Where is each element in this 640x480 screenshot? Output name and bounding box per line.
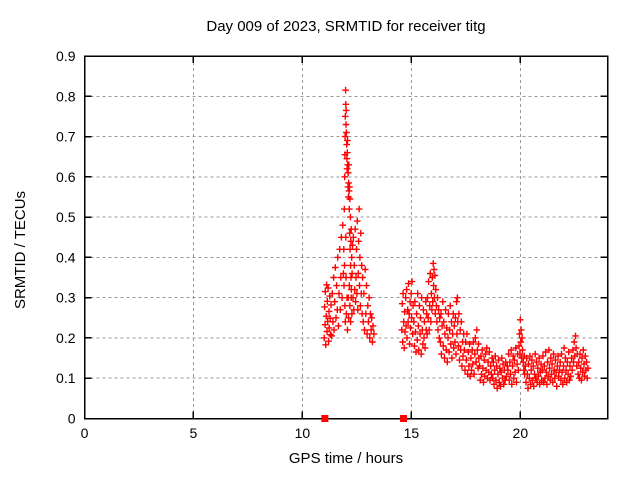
y-tick-label: 0.5 bbox=[56, 209, 76, 225]
x-tick-labels: 0 5 10 15 20 bbox=[81, 425, 529, 441]
x-tick-label: 5 bbox=[190, 425, 198, 441]
y-tick-label: 0 bbox=[68, 411, 76, 427]
gap-markers bbox=[321, 415, 408, 422]
chart-title: Day 009 of 2023, SRMTID for receiver tit… bbox=[206, 18, 485, 35]
y-tick-label: 0.7 bbox=[56, 129, 76, 145]
x-axis-label: GPS time / hours bbox=[289, 450, 403, 467]
data-points bbox=[320, 86, 592, 392]
y-tick-label: 0.2 bbox=[56, 330, 76, 346]
y-tick-label: 0.8 bbox=[56, 88, 76, 104]
y-tick-labels: 0 0.1 0.2 0.3 0.4 0.5 0.6 0.7 0.8 0.9 bbox=[56, 48, 76, 427]
gap-marker-square bbox=[321, 415, 329, 422]
plot-border bbox=[83, 55, 609, 420]
x-tick-label: 20 bbox=[513, 425, 529, 441]
y-tick-label: 0.9 bbox=[56, 48, 76, 64]
y-tick-label: 0.6 bbox=[56, 169, 76, 185]
x-tick-label: 15 bbox=[404, 425, 420, 441]
y-axis-label: SRMTID / TECUs bbox=[12, 191, 29, 309]
x-tick-label: 0 bbox=[81, 425, 89, 441]
tick-marks bbox=[83, 55, 608, 420]
x-tick-label: 10 bbox=[295, 425, 311, 441]
y-tick-label: 0.1 bbox=[56, 370, 76, 386]
gap-marker-square bbox=[400, 415, 408, 422]
y-tick-label: 0.3 bbox=[56, 290, 76, 306]
plot-area: 0 5 10 15 20 0 0.1 0.2 0.3 0.4 0.5 0.6 0.7 0.8 0.9 bbox=[56, 48, 609, 441]
y-tick-label: 0.4 bbox=[56, 249, 76, 265]
